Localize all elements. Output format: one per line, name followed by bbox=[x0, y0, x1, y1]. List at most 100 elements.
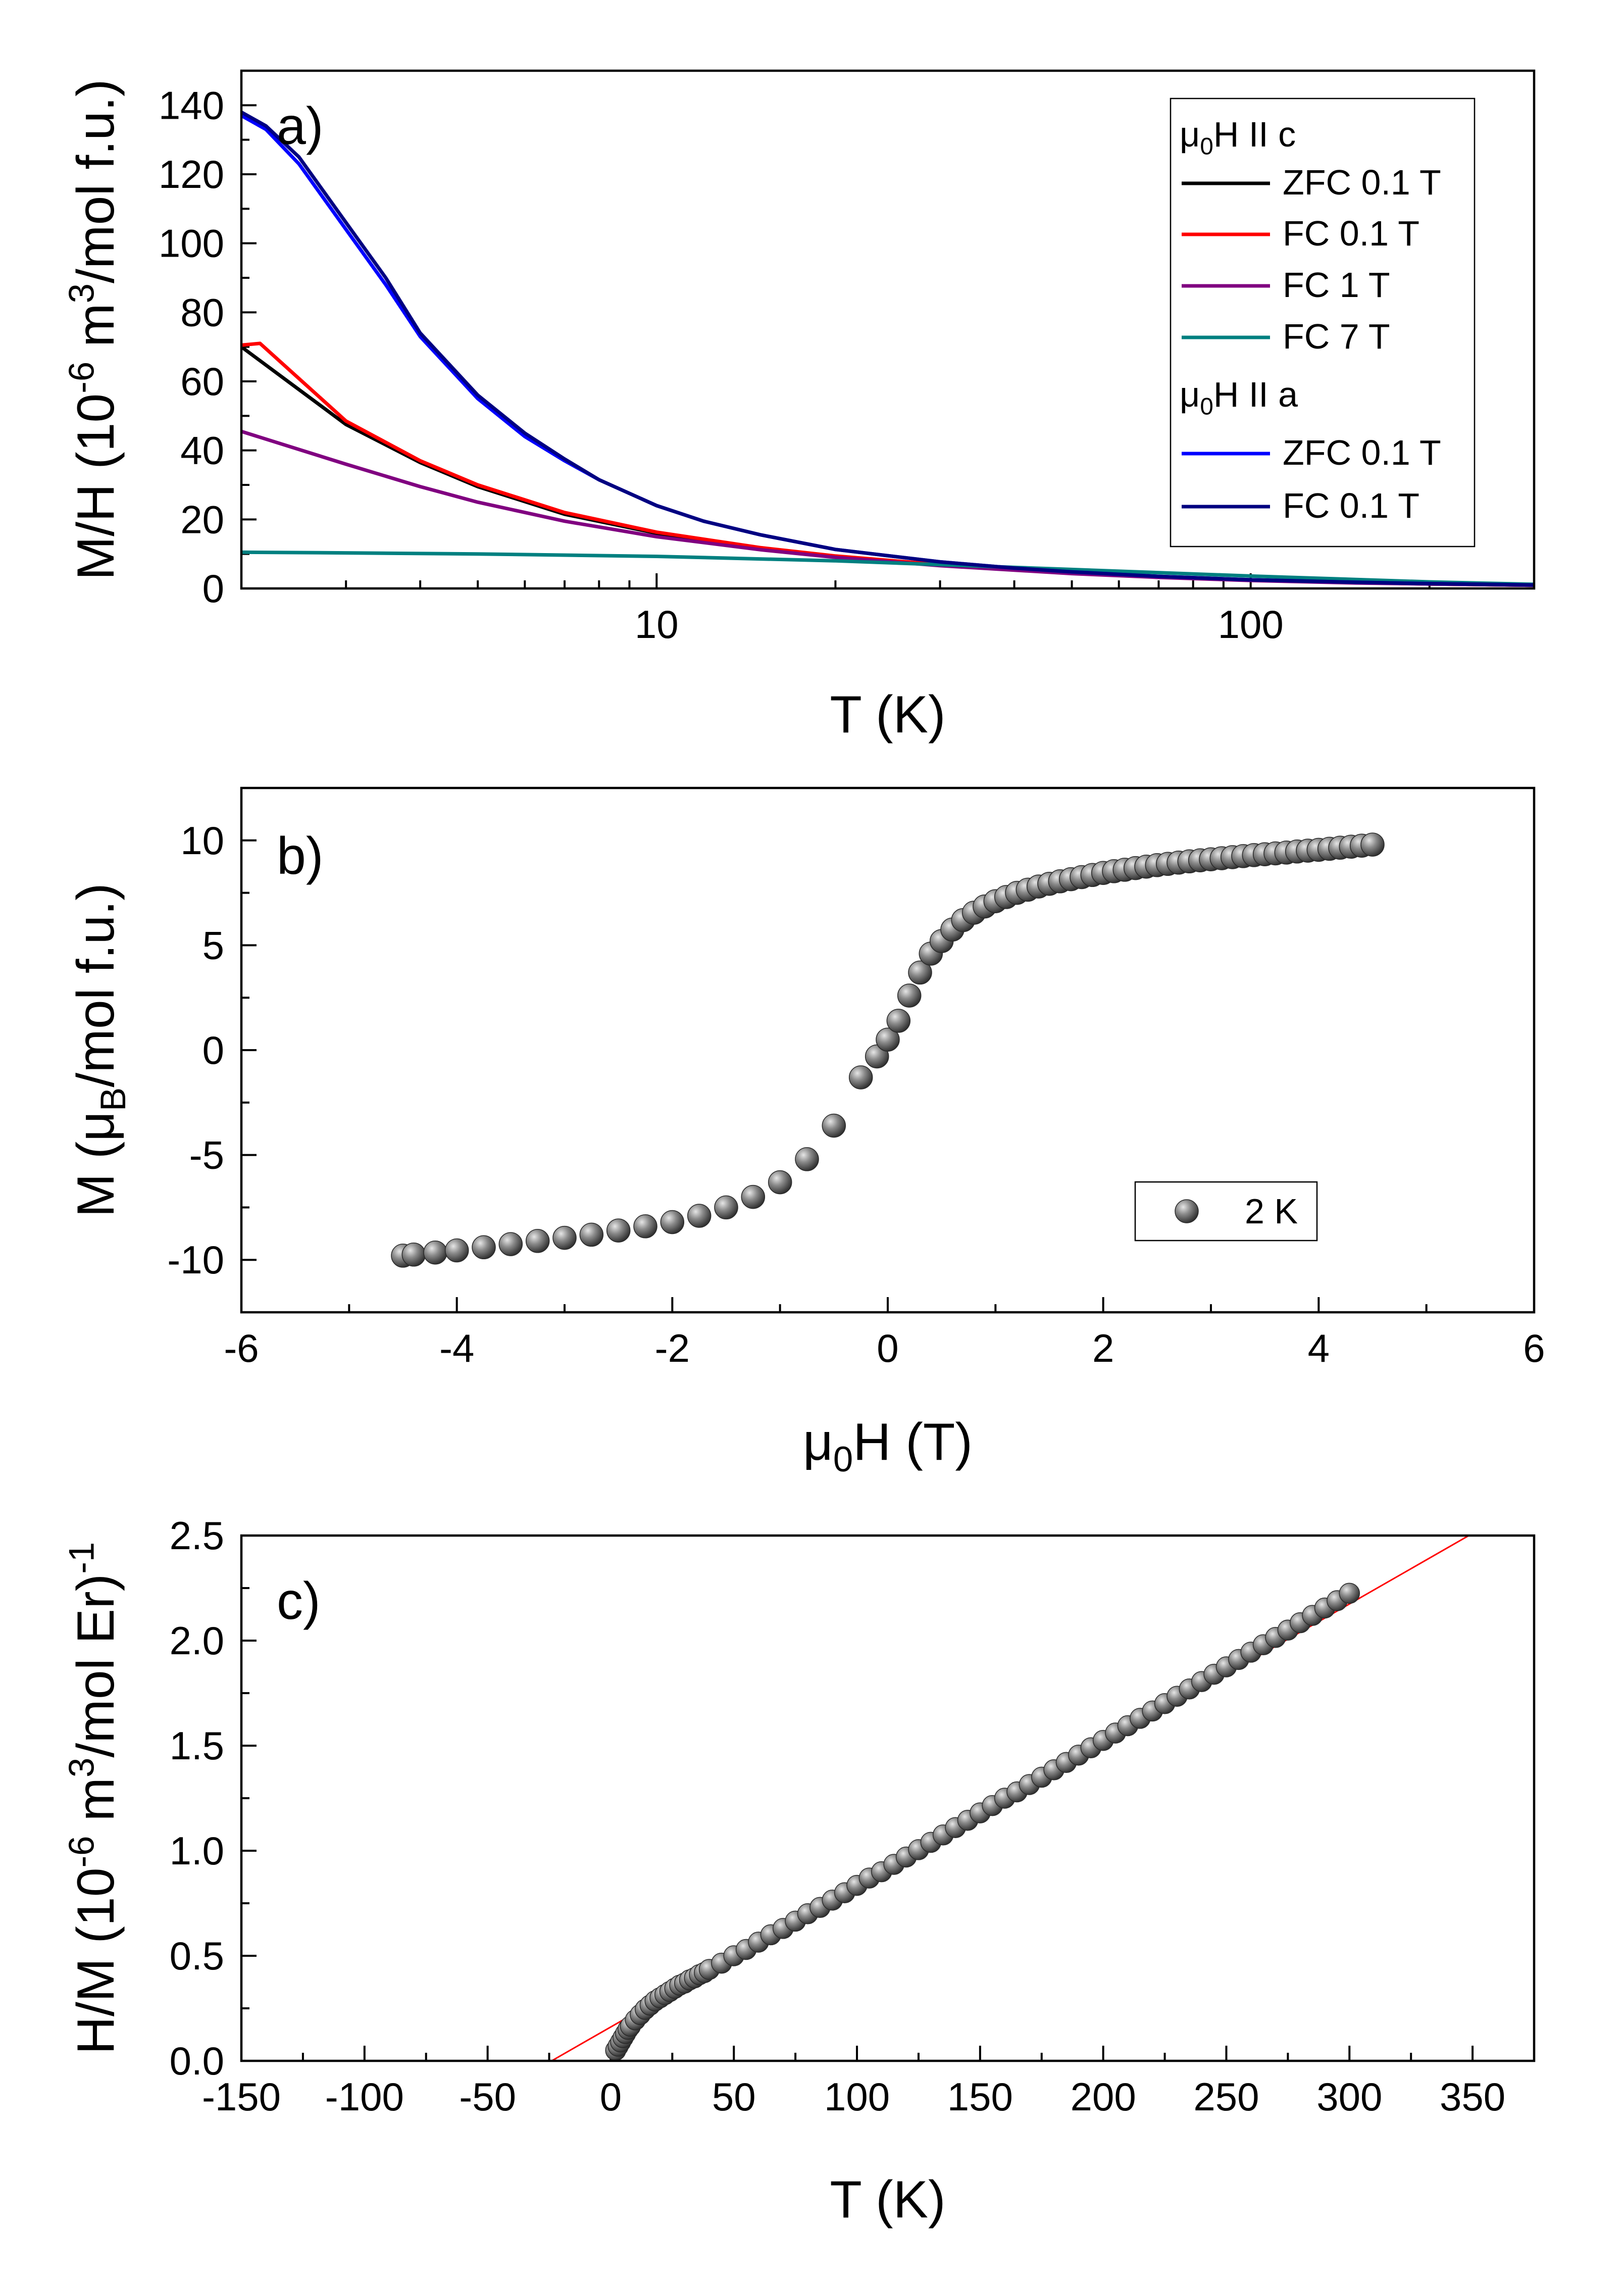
x-axis-title-part: 0 bbox=[833, 1439, 853, 1479]
x-tick-label: -4 bbox=[439, 1326, 474, 1370]
data-point bbox=[741, 1184, 766, 1209]
data-point bbox=[876, 1027, 900, 1052]
legend-entry-label: FC 1 T bbox=[1283, 265, 1390, 305]
data-point bbox=[822, 1113, 846, 1138]
y-axis-title-part: M (μ bbox=[67, 1111, 125, 1217]
y-axis-title: M (μB/mol f.u.) bbox=[67, 883, 133, 1217]
y-axis-title: M/H (10-6 m3/mol f.u.) bbox=[61, 79, 125, 580]
plot-frame bbox=[240, 1534, 1536, 2062]
y-axis-title-part: /mol f.u.) bbox=[67, 79, 125, 283]
y-tick-label: 40 bbox=[180, 428, 224, 473]
x-tick-label: 100 bbox=[824, 2074, 890, 2119]
x-tick-label: -50 bbox=[459, 2074, 516, 2119]
y-axis-title-part: 3 bbox=[61, 1758, 101, 1777]
data-point bbox=[606, 1218, 631, 1243]
y-tick-label: 5 bbox=[202, 923, 224, 967]
data-point bbox=[472, 1235, 496, 1260]
panel-label: a) bbox=[277, 97, 323, 156]
x-tick-label: 0 bbox=[877, 1326, 898, 1370]
legend-heading-part: H II a bbox=[1213, 375, 1298, 414]
y-axis-title: H/M (10-6 m3/mol Er)-1 bbox=[61, 1542, 125, 2055]
legend-heading-part: μ bbox=[1180, 115, 1200, 154]
x-tick-label: 10 bbox=[635, 602, 679, 647]
data-point bbox=[714, 1195, 738, 1220]
y-axis-title-part: B bbox=[93, 1088, 133, 1111]
y-tick-label: -5 bbox=[189, 1133, 224, 1177]
data-point bbox=[423, 1240, 447, 1265]
y-tick-label: 1.0 bbox=[170, 1829, 224, 1873]
data-point bbox=[498, 1232, 523, 1256]
y-axis-title-part: m bbox=[67, 303, 125, 362]
panel-label: b) bbox=[277, 827, 323, 885]
y-tick-label: 20 bbox=[180, 497, 224, 541]
plot-area bbox=[241, 110, 1534, 587]
data-point bbox=[401, 1243, 426, 1267]
legend-heading-part: H II c bbox=[1213, 115, 1296, 154]
y-tick-label: 60 bbox=[180, 359, 224, 404]
x-tick-label: -2 bbox=[655, 1326, 690, 1370]
data-point bbox=[525, 1229, 550, 1253]
legend-heading-part: 0 bbox=[1200, 133, 1213, 160]
legend-entry-label: FC 7 T bbox=[1283, 317, 1390, 356]
y-axis-title-part: /mol f.u.) bbox=[67, 883, 125, 1088]
data-point bbox=[687, 1204, 712, 1228]
legend: 2 K bbox=[1134, 1181, 1318, 1242]
x-tick-label: 50 bbox=[712, 2074, 756, 2119]
y-axis-title-part: -6 bbox=[61, 1836, 101, 1868]
x-tick-label: 2 bbox=[1092, 1326, 1114, 1370]
y-axis-title-part: -1 bbox=[61, 1542, 101, 1574]
legend-marker bbox=[1175, 1199, 1199, 1223]
x-tick-label: -150 bbox=[202, 2074, 281, 2119]
panel-c-chart: -150 -100 -50 0 50 100 150 200 250 300 350 0.0 0.5 1.… bbox=[61, 1513, 1536, 2229]
x-axis-title: T (K) bbox=[830, 685, 945, 744]
y-tick-label: 100 bbox=[159, 221, 224, 266]
x-axis-title-part: μ bbox=[803, 1413, 833, 1471]
x-axis-title-part: T (K) bbox=[830, 685, 945, 744]
x-tick-label: 100 bbox=[1218, 602, 1284, 647]
x-tick-label: 4 bbox=[1308, 1326, 1330, 1370]
x-axis-title: T (K) bbox=[830, 2170, 945, 2229]
data-point bbox=[886, 1009, 911, 1033]
x-tick-label: 6 bbox=[1523, 1326, 1545, 1370]
legend-entry-label: FC 0.1 T bbox=[1283, 214, 1419, 253]
x-tick-label: -100 bbox=[325, 2074, 404, 2119]
data-point bbox=[444, 1238, 469, 1263]
data-point bbox=[848, 1065, 873, 1090]
y-axis-title-part: H/M (10 bbox=[67, 1867, 125, 2054]
x-axis-title: μ0H (T) bbox=[803, 1413, 973, 1479]
legend-group-heading: μ0H II a bbox=[1180, 375, 1298, 420]
data-point bbox=[552, 1225, 577, 1250]
plot-frame bbox=[240, 786, 1536, 1314]
y-tick-label: 1.5 bbox=[170, 1723, 224, 1768]
x-axis-title-part: H (T) bbox=[853, 1413, 973, 1471]
y-tick-label: 2.0 bbox=[170, 1618, 224, 1663]
y-tick-label: 0 bbox=[202, 566, 224, 611]
series-line-fc-0-1-t-5 bbox=[241, 110, 1534, 587]
y-tick-label: 80 bbox=[180, 290, 224, 334]
y-tick-label: 2.5 bbox=[170, 1513, 224, 1558]
series-line-fc-7-t-3 bbox=[241, 550, 1534, 586]
legend-heading-part: 0 bbox=[1200, 393, 1213, 420]
legend-group-heading: μ0H II c bbox=[1180, 115, 1296, 160]
data-point bbox=[1339, 1583, 1360, 1604]
data-point bbox=[633, 1214, 657, 1239]
data-point bbox=[768, 1170, 792, 1195]
x-axis-title-part: T (K) bbox=[830, 2170, 945, 2229]
x-tick-label: 250 bbox=[1193, 2074, 1259, 2119]
legend-entry-label: ZFC 0.1 T bbox=[1283, 163, 1441, 202]
panel-a-chart: 10 100 0 20 40 60 80 100 120 140 a) T (K) M/H (10-6 … bbox=[61, 69, 1536, 744]
y-tick-label: 10 bbox=[180, 818, 224, 863]
x-tick-label: 150 bbox=[947, 2074, 1013, 2119]
legend-entry-label: 2 K bbox=[1245, 1192, 1298, 1231]
y-tick-label: 140 bbox=[159, 83, 224, 127]
legend-box bbox=[1170, 97, 1476, 548]
data-point bbox=[897, 983, 922, 1008]
y-tick-label: 0.5 bbox=[170, 1934, 224, 1978]
data-point bbox=[1360, 832, 1385, 857]
x-tick-label: 0 bbox=[600, 2074, 622, 2119]
y-axis-title-part: /mol Er) bbox=[67, 1574, 125, 1758]
legend-entry-label: FC 0.1 T bbox=[1283, 486, 1419, 525]
x-tick-label: 200 bbox=[1071, 2074, 1136, 2119]
